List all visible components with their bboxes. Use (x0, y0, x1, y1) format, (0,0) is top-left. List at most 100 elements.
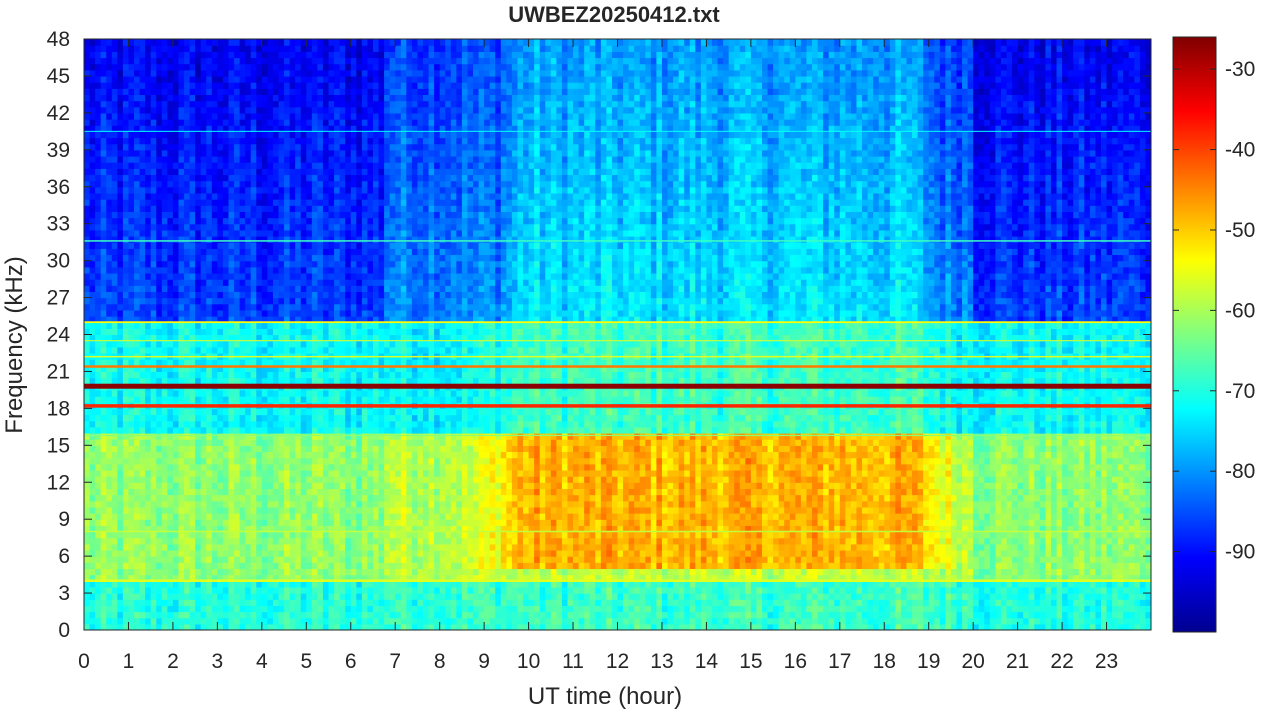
heatmap-cell (156, 494, 163, 502)
heatmap-cell (222, 469, 230, 477)
heatmap-cell (284, 531, 291, 539)
heatmap-cell (912, 543, 919, 551)
heatmap-cell (1006, 494, 1013, 502)
heatmap-cell (773, 556, 780, 563)
heatmap-cell (400, 469, 407, 477)
heatmap-cell (339, 469, 346, 477)
heatmap-cell (767, 537, 774, 545)
heatmap-cell (1000, 482, 1008, 490)
heatmap-cell (839, 586, 846, 594)
heatmap-cell (300, 513, 307, 520)
heatmap-cell (589, 623, 596, 630)
heatmap-cell (145, 605, 152, 613)
heatmap-cell (334, 617, 341, 625)
heatmap-cell (245, 537, 252, 545)
heatmap-cell (322, 543, 330, 551)
heatmap-cell (812, 476, 819, 483)
heatmap-cell (150, 617, 157, 625)
heatmap-cell (1139, 537, 1147, 545)
heatmap-cell (778, 617, 785, 625)
heatmap-cell (350, 513, 357, 520)
heatmap-cell (589, 525, 596, 533)
heatmap-cell (1095, 537, 1102, 545)
heatmap-cell (962, 537, 969, 545)
heatmap-cell (167, 519, 174, 526)
heatmap-cell (445, 500, 452, 508)
heatmap-cell (711, 580, 719, 588)
heatmap-cell (234, 574, 241, 582)
heatmap-cell (1045, 562, 1052, 570)
heatmap-cell (1078, 537, 1085, 545)
heatmap-cell (1134, 593, 1141, 600)
heatmap-cell (428, 525, 435, 533)
heatmap-cell (1112, 574, 1119, 582)
heatmap-cell (1050, 543, 1058, 551)
heatmap-cell (984, 482, 991, 490)
heatmap-cell (217, 537, 224, 545)
heatmap-cell (261, 580, 268, 588)
heatmap-cell (111, 513, 118, 520)
heatmap-cell (545, 562, 552, 570)
heatmap-cell (823, 549, 830, 557)
heatmap-cell (311, 469, 319, 477)
heatmap-cell (661, 531, 669, 539)
heatmap-cell (745, 556, 752, 563)
heatmap-cell (356, 574, 363, 582)
heatmap-cell (356, 623, 363, 630)
heatmap-cell (428, 623, 435, 630)
heatmap-cell (778, 469, 785, 477)
heatmap-cell (350, 494, 357, 502)
heatmap-cell (567, 500, 574, 508)
heatmap-cell (506, 494, 513, 502)
heatmap-cell (361, 593, 369, 600)
heatmap-cell (611, 580, 619, 588)
heatmap-cell (823, 525, 830, 533)
heatmap-cell (550, 482, 557, 490)
heatmap-cell (139, 568, 146, 576)
heatmap-cell (673, 488, 680, 496)
heatmap-cell (1045, 617, 1052, 625)
heatmap-cell (434, 537, 441, 545)
heatmap-cell (628, 623, 635, 630)
heatmap-cell (695, 513, 702, 520)
heatmap-cell (900, 605, 908, 613)
heatmap-cell (556, 488, 563, 496)
heatmap-cell (239, 506, 246, 514)
heatmap-cell (606, 543, 613, 551)
heatmap-cell (311, 568, 319, 576)
heatmap-cell (745, 519, 752, 526)
heatmap-cell (800, 556, 808, 563)
heatmap-cell (673, 482, 680, 490)
heatmap-cell (1078, 469, 1085, 477)
heatmap-cell (367, 562, 374, 570)
heatmap-cell (306, 593, 313, 600)
heatmap-cell (1012, 599, 1019, 606)
heatmap-cell (928, 568, 935, 576)
heatmap-cell (639, 476, 646, 483)
heatmap-cell (356, 605, 363, 613)
heatmap-cell (867, 580, 874, 588)
heatmap-cell (1012, 537, 1019, 545)
heatmap-cell (234, 488, 241, 496)
heatmap-cell (411, 513, 419, 520)
heatmap-cell (339, 580, 346, 588)
heatmap-cell (417, 494, 424, 502)
heatmap-cell (856, 623, 863, 630)
heatmap-cell (1067, 593, 1074, 600)
heatmap-cell (222, 611, 230, 619)
heatmap-cell (1067, 586, 1074, 594)
heatmap-cell (378, 500, 385, 508)
heatmap-cell (900, 482, 908, 490)
heatmap-cell (306, 574, 313, 582)
heatmap-cell (995, 506, 1002, 514)
heatmap-cell (678, 611, 685, 619)
heatmap-cell (439, 476, 446, 483)
heatmap-cell (256, 599, 263, 606)
heatmap-cell (689, 543, 696, 551)
heatmap-cell (422, 549, 430, 557)
heatmap-cell (750, 599, 758, 606)
heatmap-cell (506, 476, 513, 483)
heatmap-cell (211, 549, 218, 557)
heatmap-cell (189, 531, 196, 539)
heatmap-cell (773, 476, 780, 483)
